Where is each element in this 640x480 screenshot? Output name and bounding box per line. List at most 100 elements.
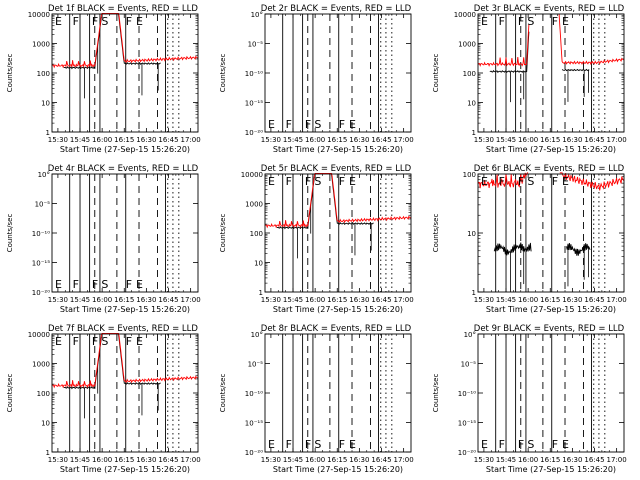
plot-frame	[51, 173, 199, 293]
series-events-line	[489, 31, 590, 74]
plot-frame	[264, 13, 412, 133]
plot-frame	[477, 173, 625, 293]
y-tick-label: 10⁻⁵	[248, 41, 264, 49]
flag-label: E	[481, 438, 488, 451]
flag-label: F	[305, 175, 311, 188]
x-tick-label: 16:15	[327, 136, 347, 144]
x-tick-label: 16:30	[562, 296, 582, 304]
y-axis-label: Counts/sec	[219, 214, 227, 253]
flag-label: F	[126, 278, 132, 291]
x-tick-label: 16:30	[136, 296, 156, 304]
x-tick-label: 16:45	[371, 296, 391, 304]
x-tick-label: 15:30	[261, 136, 281, 144]
x-tick-label: 16:30	[562, 456, 582, 464]
flag-label: S	[314, 175, 321, 188]
x-tick-label: 16:30	[349, 296, 369, 304]
x-axis-label: Start Time (27-Sep-15 15:26:20)	[486, 465, 616, 474]
x-tick-label: 15:30	[474, 136, 494, 144]
panel-title: Det 7f BLACK = Events, RED = LLD	[48, 324, 198, 334]
flag-label: F	[552, 175, 558, 188]
flag-label: E	[268, 175, 275, 188]
x-axis-label: Start Time (27-Sep-15 15:26:20)	[486, 145, 616, 154]
x-tick-label: 17:00	[394, 456, 414, 464]
flag-label: E	[268, 118, 275, 131]
y-tick-label: 1	[259, 289, 263, 297]
x-axis-label: Start Time (27-Sep-15 15:26:20)	[486, 305, 616, 314]
flag-label: E	[562, 15, 569, 28]
x-tick-label: 15:45	[496, 136, 516, 144]
y-tick-label: 10⁻¹⁰	[245, 390, 263, 398]
y-tick-label: 10⁻²⁰	[458, 449, 476, 457]
flag-label: F	[73, 335, 79, 348]
plot-frame	[477, 333, 625, 453]
x-axis-label: Start Time (27-Sep-15 15:26:20)	[60, 305, 190, 314]
flag-label: E	[55, 15, 62, 28]
x-axis-label: Start Time (27-Sep-15 15:26:20)	[60, 465, 190, 474]
flag-label: F	[92, 278, 98, 291]
plot-frame	[264, 173, 412, 293]
flag-label: F	[305, 438, 311, 451]
y-tick-label: 1	[46, 129, 50, 137]
flag-label: F	[92, 15, 98, 28]
panel-title: Det 3r BLACK = Events, RED = LLD	[474, 4, 625, 14]
panel-p1: Det 1f BLACK = Events, RED = LLD Counts/s…	[6, 4, 201, 154]
x-tick-label: 16:00	[92, 296, 112, 304]
flag-label: S	[527, 438, 534, 451]
x-tick-label: 16:45	[584, 296, 604, 304]
x-tick-label: 17:00	[394, 136, 414, 144]
y-tick-label: 10⁻¹⁵	[245, 420, 263, 428]
x-tick-label: 17:00	[607, 456, 627, 464]
x-tick-label: 16:15	[114, 136, 134, 144]
plot-frame	[264, 333, 412, 453]
flag-label: F	[552, 15, 558, 28]
flag-label: S	[101, 278, 108, 291]
flag-label: E	[55, 335, 62, 348]
flag-label: F	[518, 15, 524, 28]
x-tick-label: 16:15	[327, 296, 347, 304]
y-axis-label: Counts/sec	[432, 374, 440, 413]
x-tick-label: 15:30	[48, 456, 68, 464]
panel-p9: Det 9r BLACK = Events, RED = LLD Counts/s…	[432, 324, 627, 474]
y-tick-label: 10	[41, 420, 50, 428]
flag-label: F	[73, 15, 79, 28]
flag-label: E	[136, 335, 143, 348]
x-tick-label: 15:45	[70, 296, 90, 304]
x-tick-label: 16:30	[349, 456, 369, 464]
y-axis-label: Counts/sec	[432, 214, 440, 253]
x-tick-label: 16:15	[114, 456, 134, 464]
panel-title: Det 4r BLACK = Events, RED = LLD	[48, 164, 199, 174]
panel-title: Det 9r BLACK = Events, RED = LLD	[474, 324, 625, 334]
y-tick-label: 10⁻¹⁵	[458, 420, 476, 428]
x-tick-label: 16:00	[518, 456, 538, 464]
x-tick-label: 16:45	[584, 136, 604, 144]
plot-frame	[477, 13, 625, 133]
panel-title: Det 1f BLACK = Events, RED = LLD	[48, 4, 198, 14]
y-axis-label: Counts/sec	[432, 54, 440, 93]
flag-label: E	[349, 118, 356, 131]
flag-label: S	[101, 15, 108, 28]
panel-p2: Det 2r BLACK = Events, RED = LLD Counts/s…	[219, 4, 414, 154]
x-axis-label: Start Time (27-Sep-15 15:26:20)	[273, 465, 403, 474]
flag-label: F	[518, 175, 524, 188]
flag-label: F	[305, 118, 311, 131]
panel-p3: Det 3r BLACK = Events, RED = LLD Counts/s…	[432, 4, 627, 154]
flag-label: F	[286, 438, 292, 451]
flag-label: F	[92, 335, 98, 348]
flag-label: S	[527, 175, 534, 188]
x-tick-label: 16:15	[114, 296, 134, 304]
y-axis-label: Counts/sec	[6, 374, 14, 413]
y-tick-label: 1000	[458, 41, 476, 49]
panel-title: Det 8r BLACK = Events, RED = LLD	[261, 324, 412, 334]
flag-label: S	[101, 335, 108, 348]
flag-label: E	[55, 278, 62, 291]
x-tick-label: 15:45	[283, 456, 303, 464]
flag-label: S	[527, 15, 534, 28]
x-tick-label: 16:30	[349, 136, 369, 144]
x-tick-label: 16:30	[136, 136, 156, 144]
flag-label: F	[552, 438, 558, 451]
x-axis-label: Start Time (27-Sep-15 15:26:20)	[60, 145, 190, 154]
y-tick-label: 10⁻²⁰	[32, 289, 50, 297]
x-tick-label: 17:00	[607, 296, 627, 304]
y-tick-label: 10000	[454, 11, 476, 19]
